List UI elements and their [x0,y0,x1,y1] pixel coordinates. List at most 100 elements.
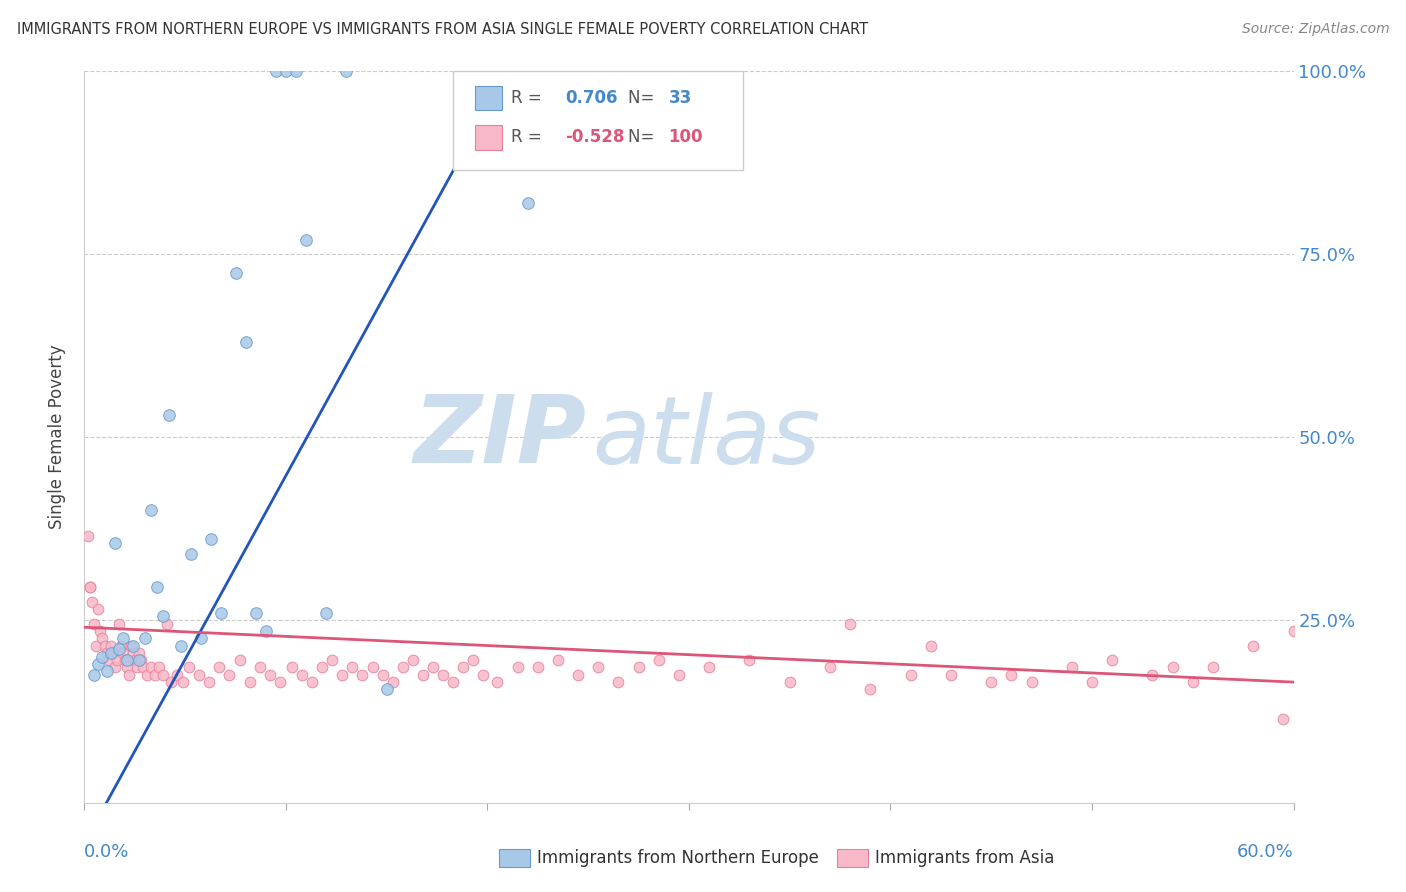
Point [104,660,127,674]
Point [235,334,257,349]
Point [100,639,122,653]
Point [190,632,212,646]
Text: Source: ZipAtlas.com: Source: ZipAtlas.com [1241,22,1389,37]
Point [82,594,104,608]
Point [1142,667,1164,681]
Point [228,653,250,667]
Bar [475,126,502,150]
Point [1081,675,1104,690]
Point [342,660,364,674]
Point [352,667,374,681]
Point [156,616,179,631]
Point [111,632,134,646]
Text: 0.706: 0.706 [565,88,619,107]
Point [1161,660,1184,674]
Point [125,660,148,674]
Point [129,653,152,667]
Point [738,653,761,667]
Text: 100: 100 [668,128,703,146]
Point [839,616,862,631]
Point [134,632,156,646]
Point [188,667,211,681]
Point [779,675,801,690]
Y-axis label: Single Female Poverty: Single Female Poverty [48,345,66,529]
Point [567,667,589,681]
Point [179,660,201,674]
Point [111,646,134,660]
Point [1241,639,1264,653]
Point [110,639,132,653]
Point [472,667,495,681]
Point [668,667,690,681]
Point [160,675,183,690]
Point [412,667,434,681]
Text: 60.0%: 60.0% [1237,843,1294,861]
Text: IMMIGRANTS FROM NORTHERN EUROPE VS IMMIGRANTS FROM ASIA SINGLE FEMALE POVERTY CO: IMMIGRANTS FROM NORTHERN EUROPE VS IMMIG… [17,22,868,37]
Point [87,657,110,671]
Point [330,667,353,681]
Point [1060,660,1083,674]
Point [239,675,262,690]
Point [900,667,922,681]
Point [939,667,962,681]
FancyBboxPatch shape [453,71,744,170]
Text: 33: 33 [668,88,692,107]
Point [291,667,314,681]
Point [128,653,150,667]
Point [1202,660,1225,674]
Point [311,660,333,674]
Point [107,642,129,657]
Point [128,646,150,660]
Point [83,667,105,681]
Point [96,646,118,660]
Point [77,529,100,543]
Point [527,660,550,674]
Point [105,653,128,667]
Point [97,653,120,667]
Point [648,653,671,667]
Point [143,667,166,681]
Point [361,660,384,674]
Point [402,653,425,667]
Point [218,667,240,681]
Point [157,408,180,422]
Point [208,660,231,674]
Point [198,675,221,690]
Point [506,660,529,674]
Point [180,547,202,561]
Point [375,682,398,697]
Point [301,675,323,690]
Point [547,653,569,667]
Point [139,660,162,674]
Point [422,660,444,674]
Point [588,660,610,674]
Bar [475,86,502,110]
Point [859,682,882,697]
Point [321,653,343,667]
Text: ZIP: ZIP [413,391,586,483]
Point [225,266,247,280]
Text: atlas: atlas [592,392,821,483]
Point [818,660,841,674]
Point [146,580,169,594]
Point [285,64,308,78]
Text: N=: N= [628,88,659,107]
Text: N=: N= [628,128,659,146]
Point [1282,624,1305,638]
Point [121,639,143,653]
Point [114,653,136,667]
Point [249,660,271,674]
Point [920,639,942,653]
Point [1000,667,1022,681]
Point [91,649,114,664]
Point [93,639,115,653]
Point [91,632,114,646]
Point [1101,653,1123,667]
Point [132,660,155,674]
Point [79,580,101,594]
Point [269,675,291,690]
Point [172,675,194,690]
Point [254,624,277,638]
Point [315,606,337,620]
Point [135,667,157,681]
